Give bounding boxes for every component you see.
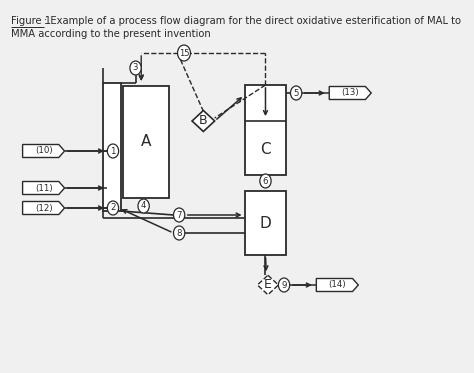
Text: (11): (11) [35, 184, 53, 192]
Circle shape [278, 278, 290, 292]
Text: : Example of a process flow diagram for the direct oxidative esterification of M: : Example of a process flow diagram for … [44, 16, 461, 26]
Text: (10): (10) [35, 147, 53, 156]
Polygon shape [23, 201, 64, 214]
Text: 7: 7 [176, 210, 182, 219]
Bar [103, 83, 121, 211]
Polygon shape [23, 144, 64, 157]
Text: 9: 9 [282, 280, 287, 289]
Circle shape [173, 208, 185, 222]
Text: 1: 1 [110, 147, 116, 156]
Text: (12): (12) [35, 204, 53, 213]
Polygon shape [316, 279, 358, 292]
Bar [245, 191, 286, 255]
Polygon shape [192, 110, 215, 132]
Circle shape [107, 201, 118, 215]
Circle shape [130, 61, 141, 75]
Polygon shape [23, 182, 64, 194]
Text: A: A [141, 135, 151, 150]
Text: 15: 15 [179, 48, 189, 57]
Text: E: E [264, 279, 272, 292]
Circle shape [138, 199, 149, 213]
Text: (14): (14) [328, 280, 346, 289]
Text: MMA according to the present invention: MMA according to the present invention [11, 29, 211, 39]
Text: 3: 3 [133, 63, 138, 72]
Text: 2: 2 [110, 204, 116, 213]
Polygon shape [257, 275, 278, 295]
Text: 6: 6 [263, 176, 268, 185]
Text: C: C [260, 142, 271, 157]
Circle shape [260, 174, 271, 188]
Text: 8: 8 [176, 229, 182, 238]
Circle shape [178, 45, 191, 61]
Text: 4: 4 [141, 201, 146, 210]
Circle shape [173, 226, 185, 240]
Circle shape [107, 144, 118, 158]
Bar [245, 85, 286, 175]
Text: B: B [199, 115, 208, 128]
Text: 5: 5 [293, 88, 299, 97]
Circle shape [291, 86, 302, 100]
Text: D: D [260, 216, 272, 231]
Bar [123, 86, 170, 198]
Text: (13): (13) [341, 88, 359, 97]
Polygon shape [329, 87, 371, 100]
Text: Figure 1: Figure 1 [11, 16, 51, 26]
